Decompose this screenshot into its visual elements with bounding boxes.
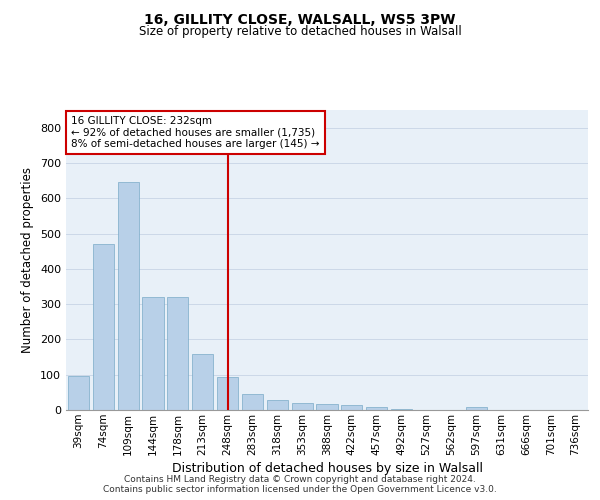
Bar bbox=[366, 407, 387, 410]
Text: Contains HM Land Registry data © Crown copyright and database right 2024.
Contai: Contains HM Land Registry data © Crown c… bbox=[103, 474, 497, 494]
Bar bbox=[242, 394, 263, 410]
Bar bbox=[68, 376, 89, 410]
Text: 16, GILLITY CLOSE, WALSALL, WS5 3PW: 16, GILLITY CLOSE, WALSALL, WS5 3PW bbox=[144, 12, 456, 26]
Bar bbox=[118, 182, 139, 410]
Bar bbox=[192, 354, 213, 410]
Y-axis label: Number of detached properties: Number of detached properties bbox=[22, 167, 34, 353]
Bar bbox=[466, 407, 487, 410]
Bar bbox=[217, 377, 238, 410]
Bar bbox=[167, 297, 188, 410]
X-axis label: Distribution of detached houses by size in Walsall: Distribution of detached houses by size … bbox=[172, 462, 482, 475]
Bar bbox=[93, 244, 114, 410]
Bar bbox=[316, 404, 338, 410]
Text: Size of property relative to detached houses in Walsall: Size of property relative to detached ho… bbox=[139, 25, 461, 38]
Text: 16 GILLITY CLOSE: 232sqm
← 92% of detached houses are smaller (1,735)
8% of semi: 16 GILLITY CLOSE: 232sqm ← 92% of detach… bbox=[71, 116, 320, 149]
Bar bbox=[267, 400, 288, 410]
Bar bbox=[292, 403, 313, 410]
Bar bbox=[142, 297, 164, 410]
Bar bbox=[341, 406, 362, 410]
Bar bbox=[391, 409, 412, 410]
